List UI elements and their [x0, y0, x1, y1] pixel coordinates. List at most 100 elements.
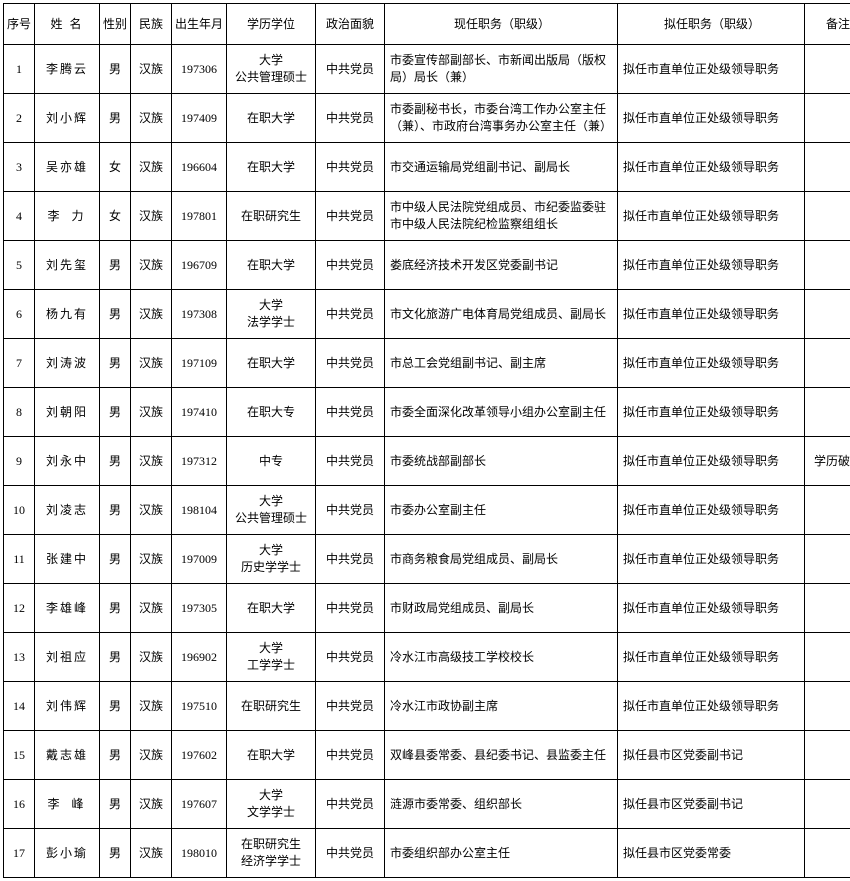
cell-current: 市委宣传部副部长、市新闻出版局（版权局）局长（兼） [385, 45, 618, 94]
cell-note [805, 290, 850, 339]
cell-gender: 男 [100, 94, 131, 143]
cell-current: 市委副秘书长，市委台湾工作办公室主任（兼）、市政府台湾事务办公室主任（兼） [385, 94, 618, 143]
cell-edu: 大学公共管理硕士 [227, 486, 316, 535]
col-edu: 学历学位 [227, 4, 316, 45]
col-ethnic: 民族 [131, 4, 172, 45]
cell-pol: 中共党员 [316, 829, 385, 878]
cell-pol: 中共党员 [316, 731, 385, 780]
cell-birth: 197607 [172, 780, 227, 829]
table-row: 5刘先玺男汉族196709在职大学中共党员娄底经济技术开发区党委副书记拟任市直单… [4, 241, 850, 290]
cell-ethnic: 汉族 [131, 290, 172, 339]
cell-current: 市委统战部副部长 [385, 437, 618, 486]
cell-ethnic: 汉族 [131, 437, 172, 486]
cell-pol: 中共党员 [316, 584, 385, 633]
col-pol: 政治面貌 [316, 4, 385, 45]
cell-prop: 拟任市直单位正处级领导职务 [618, 486, 805, 535]
cell-seq: 9 [4, 437, 35, 486]
cell-pol: 中共党员 [316, 290, 385, 339]
cell-name: 杨九有 [35, 290, 100, 339]
table-row: 8刘朝阳男汉族197410在职大专中共党员市委全面深化改革领导小组办公室副主任拟… [4, 388, 850, 437]
cell-prop: 拟任市直单位正处级领导职务 [618, 682, 805, 731]
cell-pol: 中共党员 [316, 45, 385, 94]
cell-name: 刘伟辉 [35, 682, 100, 731]
cell-seq: 16 [4, 780, 35, 829]
cell-prop: 拟任市直单位正处级领导职务 [618, 143, 805, 192]
cell-gender: 女 [100, 192, 131, 241]
cell-birth: 196709 [172, 241, 227, 290]
cell-birth: 197009 [172, 535, 227, 584]
table-row: 1李腾云男汉族197306大学公共管理硕士中共党员市委宣传部副部长、市新闻出版局… [4, 45, 850, 94]
cell-prop: 拟任市直单位正处级领导职务 [618, 290, 805, 339]
cell-ethnic: 汉族 [131, 780, 172, 829]
cell-edu: 大学文学学士 [227, 780, 316, 829]
cell-note [805, 633, 850, 682]
cell-note [805, 780, 850, 829]
cell-pol: 中共党员 [316, 780, 385, 829]
cell-name: 彭小瑜 [35, 829, 100, 878]
cell-edu: 在职大专 [227, 388, 316, 437]
cell-note [805, 535, 850, 584]
cell-seq: 15 [4, 731, 35, 780]
cell-current: 冷水江市政协副主席 [385, 682, 618, 731]
cell-pol: 中共党员 [316, 633, 385, 682]
cell-gender: 男 [100, 45, 131, 94]
cell-gender: 男 [100, 290, 131, 339]
cell-prop: 拟任县市区党委副书记 [618, 731, 805, 780]
cell-gender: 男 [100, 535, 131, 584]
cell-name: 李力 [35, 192, 100, 241]
col-seq: 序号 [4, 4, 35, 45]
cell-edu: 在职大学 [227, 731, 316, 780]
cell-current: 市委全面深化改革领导小组办公室副主任 [385, 388, 618, 437]
cell-edu: 在职研究生 [227, 192, 316, 241]
table-row: 15戴志雄男汉族197602在职大学中共党员双峰县委常委、县纪委书记、县监委主任… [4, 731, 850, 780]
cell-seq: 14 [4, 682, 35, 731]
cell-name: 刘朝阳 [35, 388, 100, 437]
cell-gender: 男 [100, 339, 131, 388]
cell-gender: 男 [100, 682, 131, 731]
cell-name: 戴志雄 [35, 731, 100, 780]
cell-note [805, 143, 850, 192]
col-prop: 拟任职务（职级） [618, 4, 805, 45]
table-row: 11张建中男汉族197009大学历史学学士中共党员市商务粮食局党组成员、副局长拟… [4, 535, 850, 584]
cell-note [805, 241, 850, 290]
cell-gender: 男 [100, 829, 131, 878]
cell-gender: 男 [100, 731, 131, 780]
cell-prop: 拟任市直单位正处级领导职务 [618, 94, 805, 143]
cell-seq: 5 [4, 241, 35, 290]
table-row: 7刘涛波男汉族197109在职大学中共党员市总工会党组副书记、副主席拟任市直单位… [4, 339, 850, 388]
col-note: 备注 [805, 4, 850, 45]
cell-edu: 在职大学 [227, 584, 316, 633]
cell-birth: 197801 [172, 192, 227, 241]
cell-name: 刘凌志 [35, 486, 100, 535]
col-birth: 出生年月 [172, 4, 227, 45]
cell-ethnic: 汉族 [131, 731, 172, 780]
cell-prop: 拟任县市区党委常委 [618, 829, 805, 878]
table-row: 2刘小辉男汉族197409在职大学中共党员市委副秘书长，市委台湾工作办公室主任（… [4, 94, 850, 143]
cell-current: 双峰县委常委、县纪委书记、县监委主任 [385, 731, 618, 780]
cell-prop: 拟任市直单位正处级领导职务 [618, 241, 805, 290]
cell-ethnic: 汉族 [131, 388, 172, 437]
cell-seq: 11 [4, 535, 35, 584]
cell-seq: 12 [4, 584, 35, 633]
cell-name: 刘永中 [35, 437, 100, 486]
cell-name: 刘涛波 [35, 339, 100, 388]
cell-name: 李峰 [35, 780, 100, 829]
cell-current: 市委办公室副主任 [385, 486, 618, 535]
cell-current: 市财政局党组成员、副局长 [385, 584, 618, 633]
cell-edu: 大学公共管理硕士 [227, 45, 316, 94]
cell-edu: 在职研究生经济学学士 [227, 829, 316, 878]
cell-note [805, 829, 850, 878]
cell-prop: 拟任市直单位正处级领导职务 [618, 45, 805, 94]
cell-ethnic: 汉族 [131, 45, 172, 94]
cell-seq: 7 [4, 339, 35, 388]
cell-ethnic: 汉族 [131, 584, 172, 633]
cell-current: 市中级人民法院党组成员、市纪委监委驻市中级人民法院纪检监察组组长 [385, 192, 618, 241]
cell-current: 市总工会党组副书记、副主席 [385, 339, 618, 388]
cell-name: 吴亦雄 [35, 143, 100, 192]
cell-prop: 拟任市直单位正处级领导职务 [618, 535, 805, 584]
cell-seq: 6 [4, 290, 35, 339]
cell-birth: 197109 [172, 339, 227, 388]
cell-ethnic: 汉族 [131, 339, 172, 388]
table-row: 9刘永中男汉族197312中专中共党员市委统战部副部长拟任市直单位正处级领导职务… [4, 437, 850, 486]
cell-current: 市文化旅游广电体育局党组成员、副局长 [385, 290, 618, 339]
